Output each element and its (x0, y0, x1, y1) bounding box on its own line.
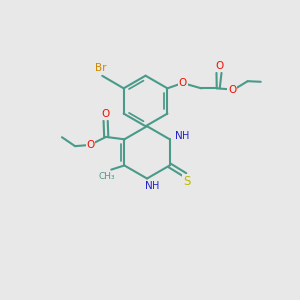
Text: S: S (183, 175, 190, 188)
Text: N: N (145, 181, 152, 191)
Text: H: H (152, 181, 160, 191)
Text: N: N (175, 131, 182, 141)
Text: O: O (228, 85, 236, 94)
Text: O: O (179, 78, 187, 88)
Text: O: O (215, 61, 223, 71)
Text: CH₃: CH₃ (98, 172, 115, 181)
Text: H: H (182, 131, 190, 141)
Text: O: O (86, 140, 94, 150)
Text: O: O (101, 109, 110, 119)
Text: Br: Br (95, 63, 106, 73)
